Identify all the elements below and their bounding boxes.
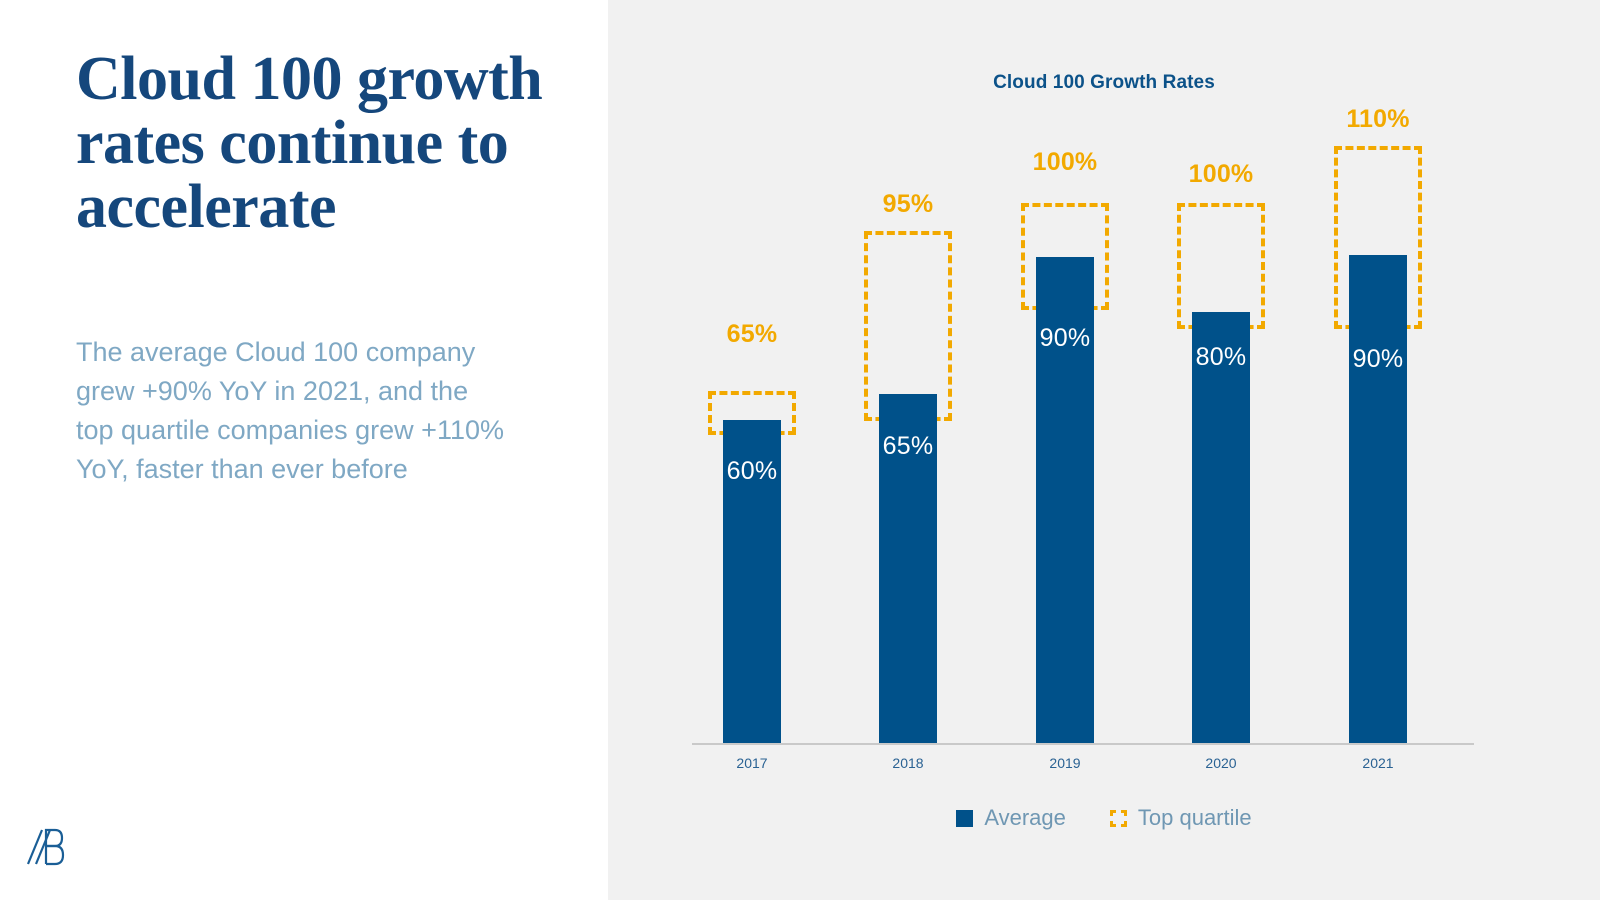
bar-group-2017: 65% 60% 2017 [692,0,812,900]
top-quartile-value-2018: 95% [882,190,934,218]
average-bar-2019[interactable] [1036,257,1094,743]
average-value-2020: 80% [1195,343,1247,371]
bar-group-2018: 95% 65% 2018 [848,0,968,900]
average-bar-2017[interactable] [723,420,781,743]
top-quartile-outline-2020 [1177,203,1265,329]
top-quartile-value-2017: 65% [726,320,778,348]
average-value-2021: 90% [1352,345,1404,373]
top-quartile-value-2021: 110% [1346,105,1410,133]
x-axis-line [692,743,1474,745]
top-quartile-outline-2018 [864,231,952,421]
x-tick-2020: 2020 [1205,755,1237,771]
bar-group-2020: 100% 80% 2020 [1161,0,1281,900]
x-tick-2018: 2018 [892,755,924,771]
legend-item-top-quartile[interactable]: Top quartile [1109,805,1252,831]
dashed-square-icon [1109,809,1127,827]
top-quartile-value-2019: 100% [1032,148,1098,176]
top-quartile-value-2020: 100% [1188,160,1254,188]
bessemer-logo-mark [24,822,66,868]
legend-item-average[interactable]: Average [956,805,1066,831]
page-title: Cloud 100 growth rates continue to accel… [76,45,543,241]
summary-paragraph: The average Cloud 100 company grew +90% … [76,337,505,484]
chart-title: Cloud 100 Growth Rates [993,72,1215,93]
bar-group-2021: 110% 90% 2021 [1318,0,1438,900]
average-bar-2020[interactable] [1192,312,1250,743]
chart-plot-area: 65% 60% 2017 95% 65% 2018 100% 90% 201 [692,0,1474,900]
average-bar-2021[interactable] [1349,255,1407,743]
average-bar-2018[interactable] [879,394,937,743]
chart-panel: Cloud 100 Growth Rates 65% 60% 2017 95% … [608,0,1600,900]
bar-group-2019: 100% 90% 2019 [1005,0,1125,900]
chart-legend: Average Top quartile [608,805,1600,831]
legend-label-average: Average [984,805,1066,830]
average-value-2018: 65% [882,432,934,460]
average-value-2017: 60% [726,457,778,485]
average-value-2019: 90% [1039,324,1091,352]
x-tick-2019: 2019 [1049,755,1081,771]
x-tick-2021: 2021 [1362,755,1394,771]
left-text-panel: Cloud 100 growth rates continue to accel… [0,0,608,900]
solid-square-icon [956,809,974,827]
x-tick-2017: 2017 [736,755,768,771]
legend-label-top-quartile: Top quartile [1137,805,1252,830]
